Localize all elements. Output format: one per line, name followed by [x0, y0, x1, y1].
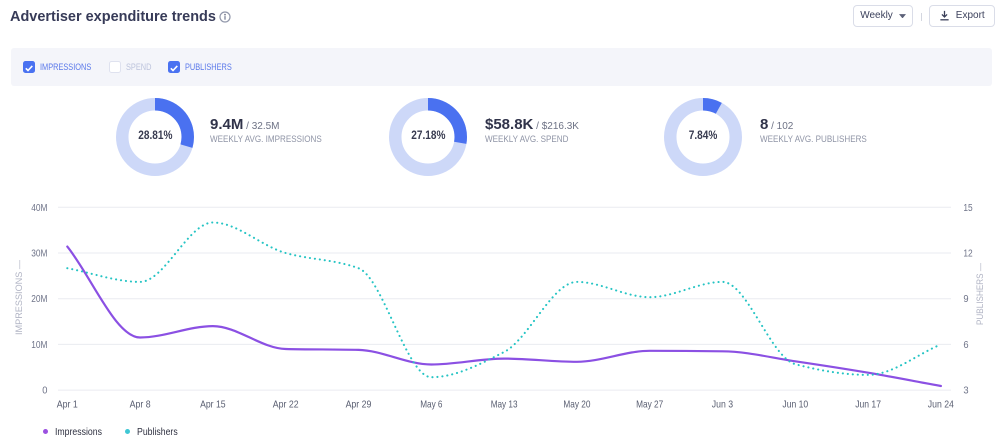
svg-text:Apr 15: Apr 15 — [200, 399, 226, 411]
svg-text:0: 0 — [42, 386, 48, 397]
svg-text:PUBLISHERS —: PUBLISHERS — — [975, 263, 985, 325]
svg-text:May 6: May 6 — [420, 399, 442, 411]
svg-text:Jun 10: Jun 10 — [782, 399, 808, 411]
svg-text:12: 12 — [963, 249, 973, 260]
svg-text:May 13: May 13 — [491, 399, 518, 411]
svg-text:Jun 3: Jun 3 — [712, 399, 733, 411]
svg-text:IMPRESSIONS —: IMPRESSIONS — — [14, 260, 24, 335]
svg-text:Apr 1: Apr 1 — [57, 399, 78, 411]
svg-text:9: 9 — [963, 294, 969, 305]
svg-text:May 20: May 20 — [563, 399, 590, 411]
svg-text:30M: 30M — [31, 249, 47, 260]
svg-text:Apr 22: Apr 22 — [273, 399, 299, 411]
svg-text:3: 3 — [963, 386, 969, 397]
svg-text:Jun 17: Jun 17 — [855, 399, 881, 411]
svg-text:Apr 29: Apr 29 — [346, 399, 372, 411]
svg-text:10M: 10M — [31, 340, 47, 351]
svg-text:15: 15 — [963, 203, 973, 214]
svg-text:40M: 40M — [31, 203, 47, 214]
svg-text:May 27: May 27 — [636, 399, 663, 411]
svg-text:Apr 8: Apr 8 — [130, 399, 151, 411]
svg-text:20M: 20M — [31, 294, 47, 305]
svg-text:6: 6 — [963, 340, 969, 351]
svg-text:Jun 24: Jun 24 — [928, 399, 954, 411]
